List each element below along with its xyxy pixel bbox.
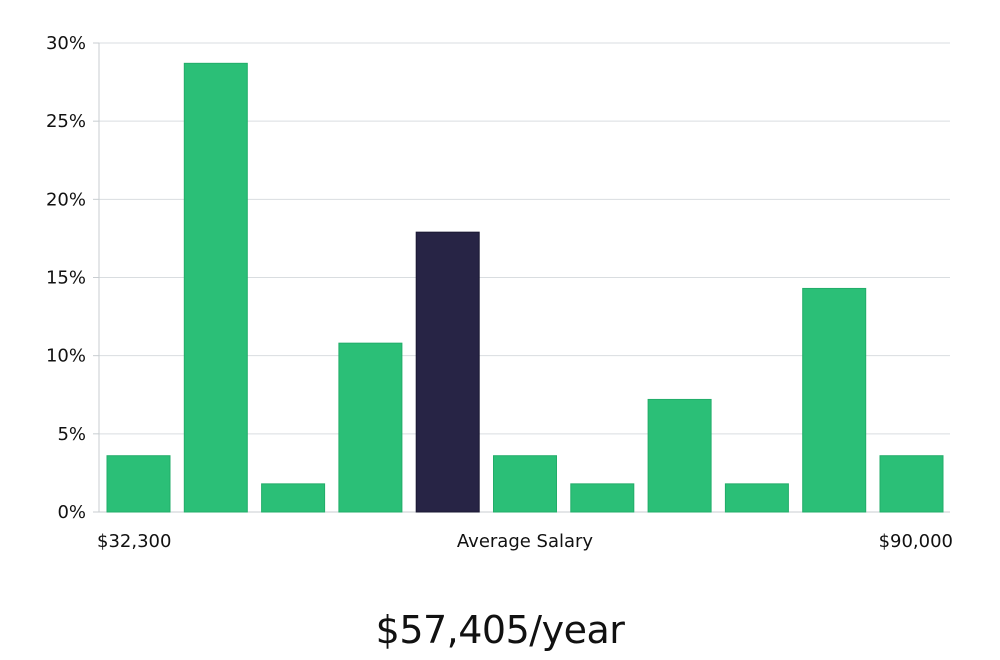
y-tick-label: 15% (46, 268, 86, 289)
y-tick-label: 5% (57, 424, 86, 445)
bars (106, 62, 944, 513)
bar (647, 398, 712, 513)
y-tick-label: 30% (46, 33, 86, 54)
bar (338, 342, 403, 513)
y-tick-labels: 0% 5% 10% 15% 20% 25% 30% (46, 33, 86, 523)
y-tick-label: 0% (57, 502, 86, 523)
y-tick-label: 10% (46, 346, 86, 367)
bar (570, 483, 635, 513)
bar (106, 455, 171, 513)
bar (802, 287, 867, 513)
x-labels: $32,300 Average Salary $90,000 (97, 531, 953, 552)
bar (879, 455, 944, 513)
average-salary-value: $57,405/year (375, 608, 625, 652)
x-label-average-salary: Average Salary (457, 531, 594, 552)
axes (93, 42, 100, 513)
bar (724, 483, 789, 513)
bar (261, 483, 326, 513)
y-tick-label: 25% (46, 111, 86, 132)
bar-average-salary (415, 231, 480, 513)
bar (493, 455, 557, 513)
x-label-min: $32,300 (97, 531, 171, 552)
y-tick-label: 20% (46, 189, 86, 210)
bar (183, 62, 248, 513)
salary-distribution-chart: 0% 5% 10% 15% 20% 25% 30% $32,300 Average Sala… (46, 33, 953, 552)
x-label-max: $90,000 (879, 531, 953, 552)
